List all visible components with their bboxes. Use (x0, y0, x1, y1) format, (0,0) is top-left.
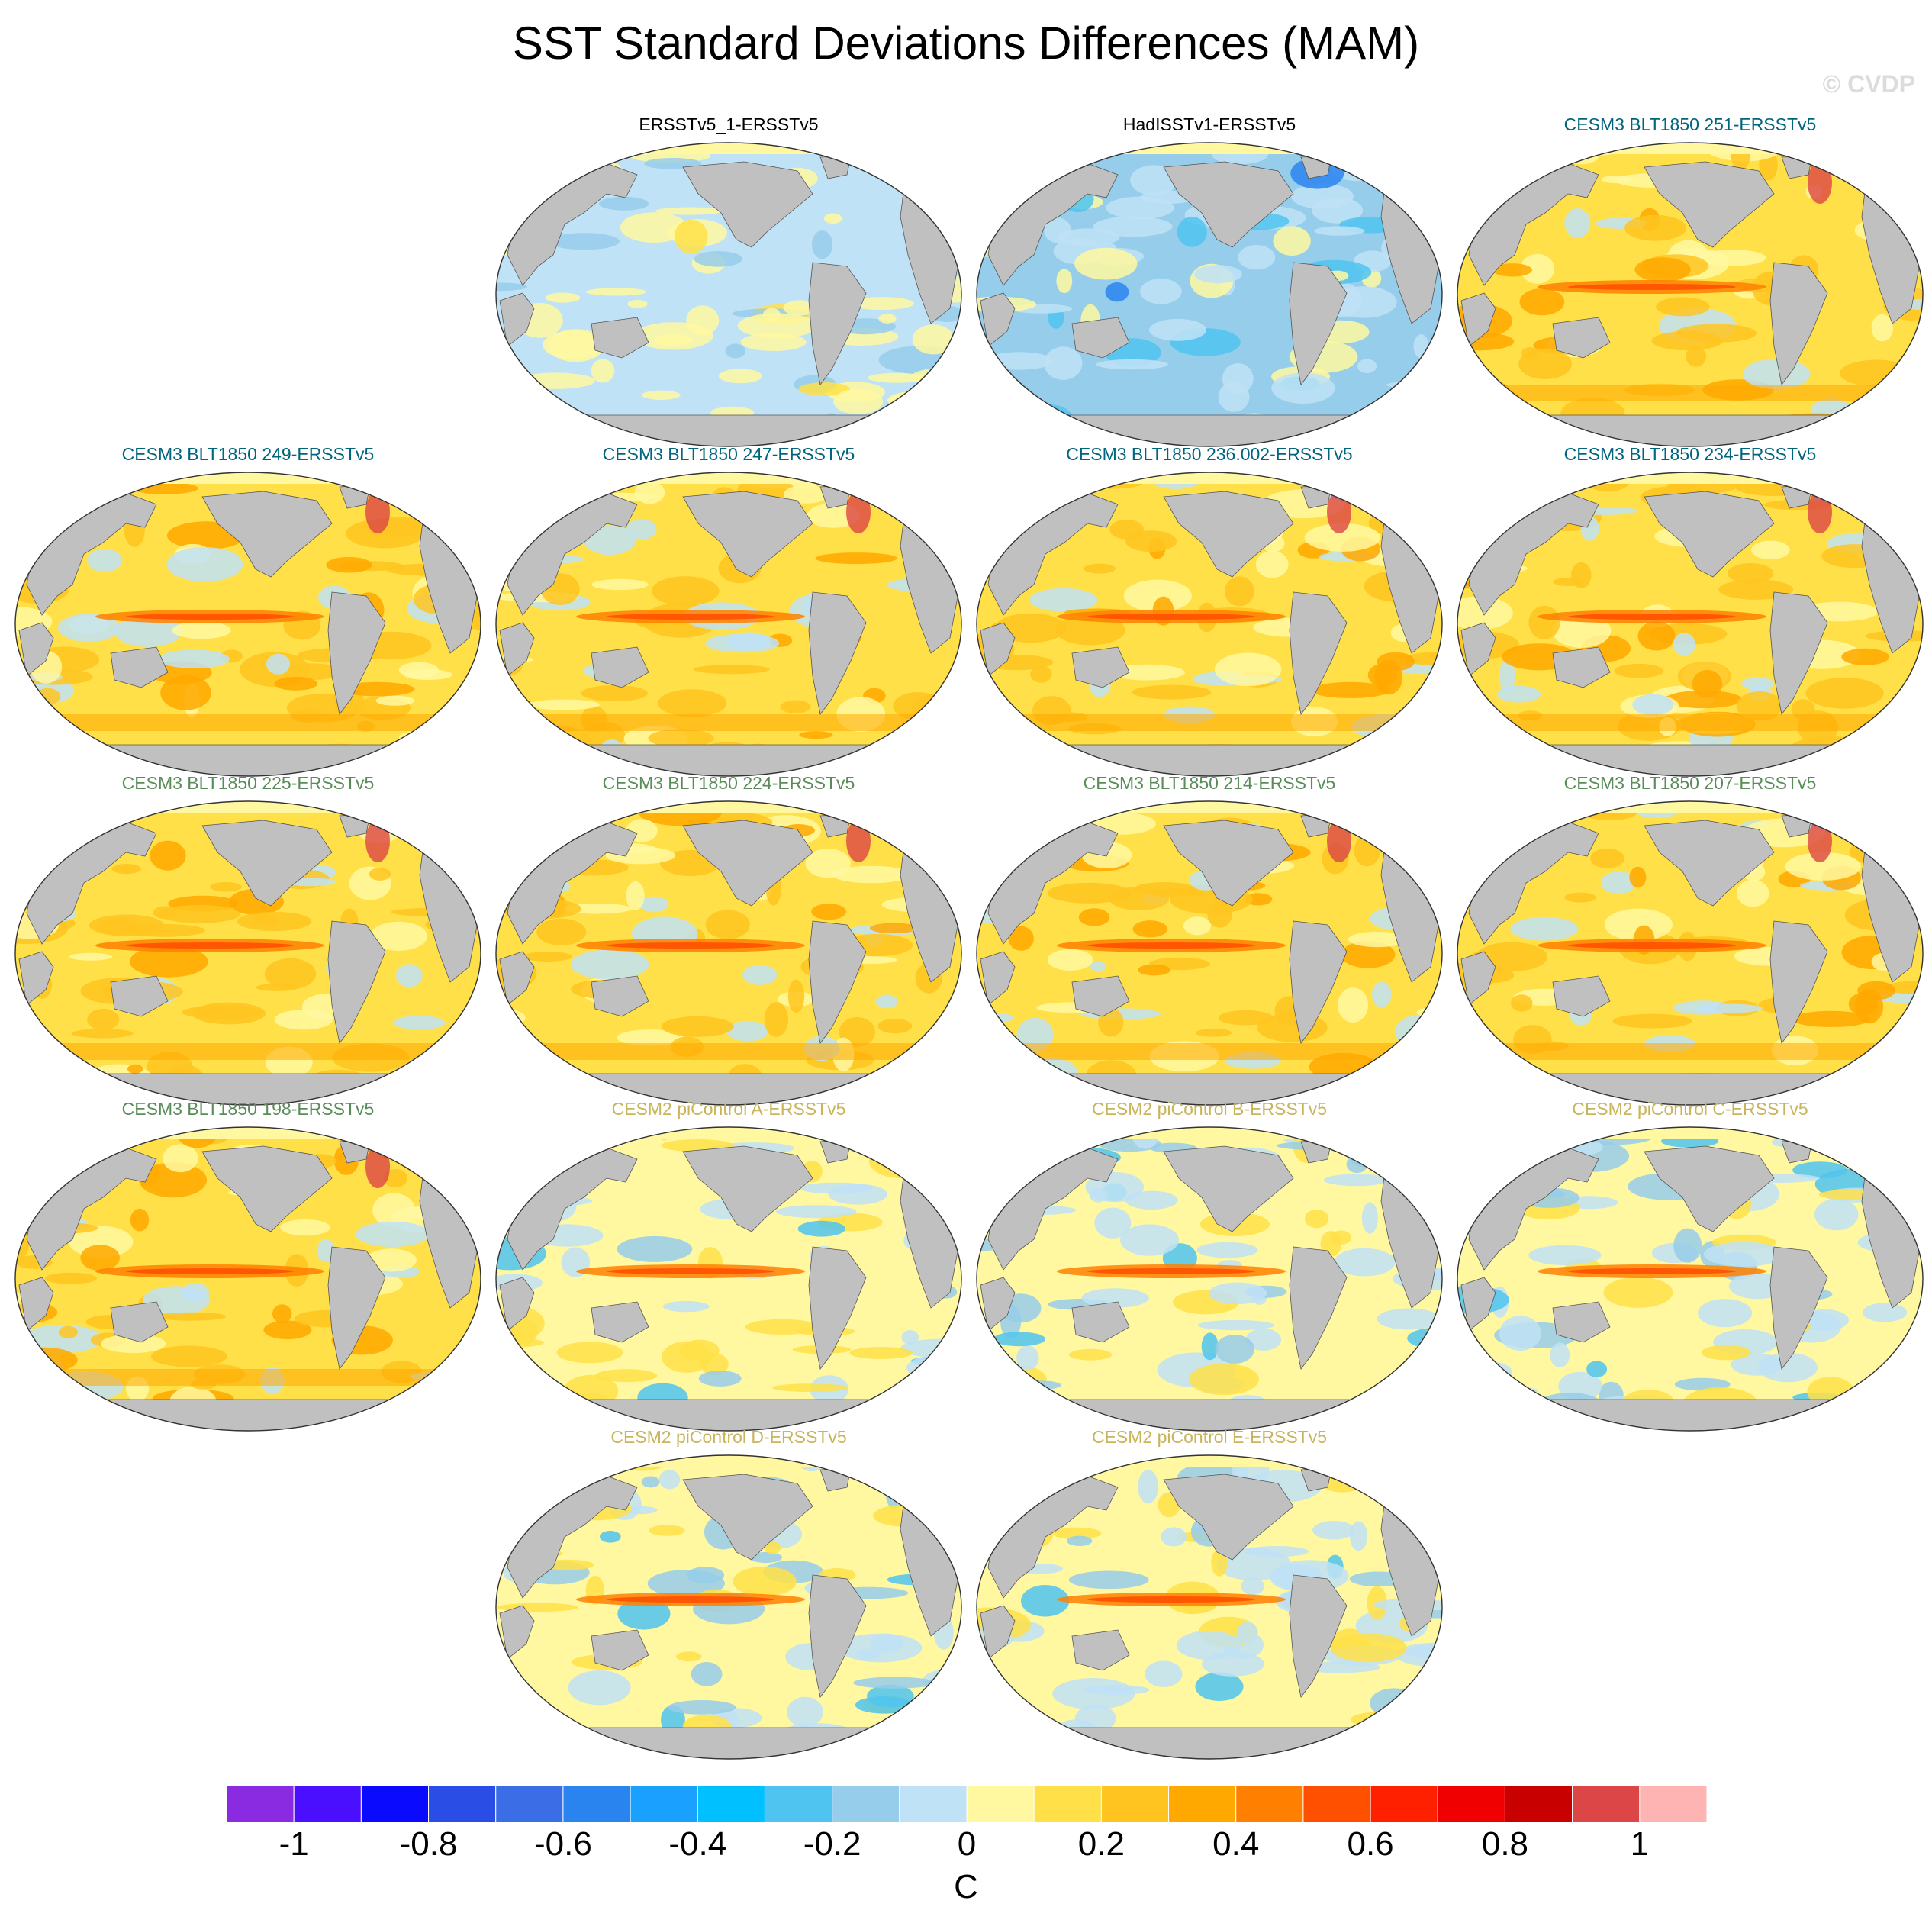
colorbar-box (360, 1786, 430, 1823)
panel-label: CESM2 piControl B-ERSSTv5 (1091, 1099, 1328, 1119)
colorbar-box (899, 1786, 968, 1823)
panel-label: CESM2 piControl C-ERSSTv5 (1572, 1099, 1808, 1119)
colorbar-tick-label: 0.4 (1212, 1825, 1260, 1863)
world-map (976, 142, 1443, 447)
colorbar-tick-label: 0 (957, 1825, 977, 1863)
world-map (495, 142, 962, 447)
colorbar (227, 1786, 1707, 1823)
panel-label: CESM3 BLT1850 247-ERSSTv5 (602, 444, 855, 464)
colorbar-box (832, 1786, 900, 1823)
map-panel: CESM3 BLT1850 236.002-ERSSTv5 (973, 444, 1446, 780)
panel-label: CESM3 BLT1850 214-ERSSTv5 (1083, 773, 1336, 793)
map-panel: CESM3 BLT1850 247-ERSSTv5 (492, 444, 965, 780)
colorbar-tick-label: 0.8 (1481, 1825, 1529, 1863)
panel-label: CESM3 BLT1850 249-ERSSTv5 (121, 444, 375, 464)
colorbar-box (630, 1786, 698, 1823)
colorbar-box (562, 1786, 631, 1823)
world-map (1457, 800, 1924, 1106)
map-panel: CESM3 BLT1850 198-ERSSTv5 (11, 1099, 485, 1435)
colorbar-unit: C (954, 1868, 978, 1905)
map-panel: CESM3 BLT1850 234-ERSSTv5 (1454, 444, 1927, 780)
panel-label: HadISSTv1-ERSSTv5 (1122, 114, 1296, 134)
world-map (495, 1454, 962, 1760)
map-panel: HadISSTv1-ERSSTv5 (973, 114, 1446, 450)
world-map (976, 1454, 1443, 1760)
colorbar-tick-label: 0.6 (1347, 1825, 1394, 1863)
cvdp-watermark: © CVDP (1822, 70, 1915, 98)
colorbar-box (293, 1786, 362, 1823)
world-map (14, 1126, 481, 1432)
map-panel: CESM3 BLT1850 249-ERSSTv5 (11, 444, 485, 780)
world-map (1457, 142, 1924, 447)
map-panel: CESM2 piControl C-ERSSTv5 (1454, 1099, 1927, 1435)
colorbar-tick-label: -0.4 (668, 1825, 727, 1863)
map-panel: CESM2 piControl A-ERSSTv5 (492, 1099, 965, 1435)
map-panel: CESM2 piControl B-ERSSTv5 (973, 1099, 1446, 1435)
colorbar-tick-label: -0.2 (803, 1825, 861, 1863)
panel-label: CESM3 BLT1850 234-ERSSTv5 (1563, 444, 1817, 464)
colorbar-box (1168, 1786, 1237, 1823)
colorbar-tick-label: -0.8 (399, 1825, 458, 1863)
colorbar-box (227, 1786, 295, 1823)
colorbar-box (1504, 1786, 1573, 1823)
map-panel: CESM2 piControl D-ERSSTv5 (492, 1427, 965, 1763)
colorbar-box (1639, 1786, 1707, 1823)
colorbar-box (1100, 1786, 1170, 1823)
world-map (1457, 1126, 1924, 1432)
panel-label: CESM2 piControl A-ERSSTv5 (611, 1099, 846, 1119)
map-panel: CESM2 piControl E-ERSSTv5 (973, 1427, 1446, 1763)
panel-label: ERSSTv5_1-ERSSTv5 (639, 114, 819, 134)
world-map (976, 472, 1443, 777)
world-map (976, 800, 1443, 1106)
world-map (1457, 472, 1924, 777)
figure-title: SST Standard Deviations Differences (MAM… (512, 18, 1420, 69)
colorbar-box (966, 1786, 1035, 1823)
world-map (495, 1126, 962, 1432)
world-map (14, 472, 481, 777)
colorbar-box (1437, 1786, 1505, 1823)
panel-label: CESM2 piControl D-ERSSTv5 (610, 1427, 847, 1447)
panel-label: CESM3 BLT1850 207-ERSSTv5 (1563, 773, 1817, 793)
world-map (495, 472, 962, 777)
map-panel: CESM3 BLT1850 224-ERSSTv5 (492, 773, 965, 1109)
panel-label: CESM3 BLT1850 236.002-ERSSTv5 (1066, 444, 1353, 464)
map-panel: CESM3 BLT1850 207-ERSSTv5 (1454, 773, 1927, 1109)
map-panel: ERSSTv5_1-ERSSTv5 (492, 114, 965, 450)
world-map (976, 1126, 1443, 1432)
colorbar-box (428, 1786, 497, 1823)
colorbar-box (1302, 1786, 1371, 1823)
world-map (14, 800, 481, 1106)
world-map (495, 800, 962, 1106)
colorbar-box (764, 1786, 833, 1823)
colorbar-tick-label: 1 (1630, 1825, 1650, 1863)
colorbar-box (1235, 1786, 1304, 1823)
panel-label: CESM3 BLT1850 225-ERSSTv5 (121, 773, 375, 793)
map-panel: CESM3 BLT1850 251-ERSSTv5 (1454, 114, 1927, 450)
colorbar-tick-label: -1 (279, 1825, 309, 1863)
panel-label: CESM3 BLT1850 224-ERSSTv5 (602, 773, 855, 793)
colorbar-box (1370, 1786, 1438, 1823)
panel-label: CESM2 piControl E-ERSSTv5 (1091, 1427, 1328, 1447)
colorbar-tick-label: -0.6 (533, 1825, 592, 1863)
panel-label: CESM3 BLT1850 198-ERSSTv5 (121, 1099, 375, 1119)
map-panel: CESM3 BLT1850 225-ERSSTv5 (11, 773, 485, 1109)
colorbar-tick-label: 0.2 (1077, 1825, 1125, 1863)
map-panel: CESM3 BLT1850 214-ERSSTv5 (973, 773, 1446, 1109)
colorbar-box (495, 1786, 564, 1823)
colorbar-box (1572, 1786, 1641, 1823)
colorbar-box (697, 1786, 765, 1823)
colorbar-box (1033, 1786, 1102, 1823)
panel-label: CESM3 BLT1850 251-ERSSTv5 (1563, 114, 1817, 134)
